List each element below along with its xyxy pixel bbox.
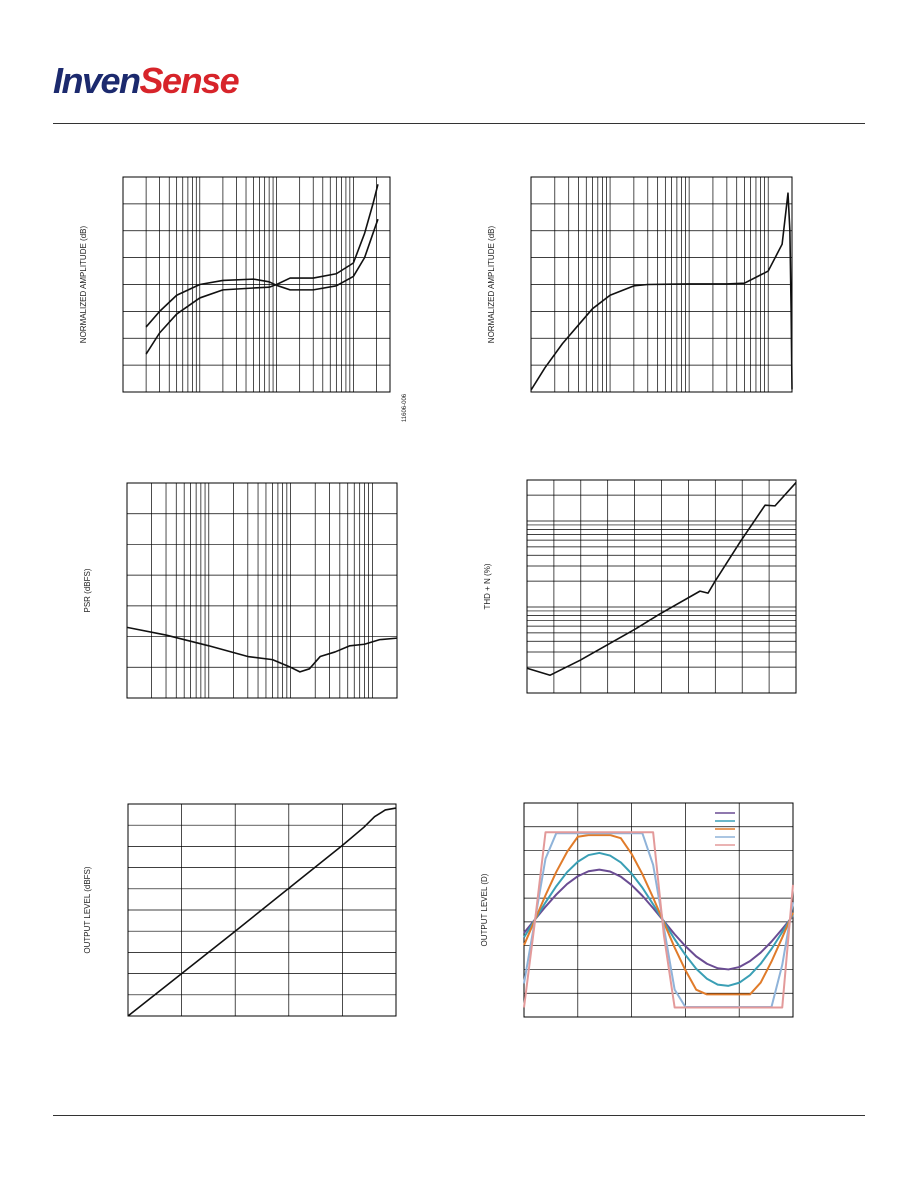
series-line [523,851,794,987]
plot-frame [122,176,391,393]
series-line [523,832,794,1009]
chart: NORMALIZED AMPLITUDE (dB) [487,176,793,393]
logo-left: Inven [53,60,140,101]
y-axis-label: NORMALIZED AMPLITUDE (dB) [487,225,496,343]
y-axis-label: NORMALIZED AMPLITUDE (dB) [79,225,88,343]
series-line [523,834,794,996]
plot-frame [126,482,398,699]
chart: THD + N (%) [483,479,797,694]
logo: InvenSense [53,60,240,101]
plot-frame [127,803,397,1017]
y-axis-label: OUTPUT LEVEL (D) [480,873,489,946]
y-axis-label: THD + N (%) [483,563,492,609]
series-line [126,626,398,673]
y-axis-label: OUTPUT LEVEL (dBFS) [83,866,92,953]
chart: OUTPUT LEVEL (D) [480,802,794,1018]
chart: NORMALIZED AMPLITUDE (dB) 11606-006 [79,176,408,422]
series-line [523,831,794,1009]
series-line [530,192,793,391]
series-line [526,482,797,677]
series-line [145,184,379,355]
plot-frame [526,479,797,694]
chart: PSR (dBFS) [83,482,398,699]
figure-id: 11606-006 [402,393,408,422]
plot-frame [523,802,794,1018]
y-axis-label: PSR (dBFS) [83,568,92,612]
series-line [127,807,397,1017]
plot-frame [530,176,793,393]
logo-right: Sense [140,60,240,101]
chart: OUTPUT LEVEL (dBFS) [83,803,397,1017]
